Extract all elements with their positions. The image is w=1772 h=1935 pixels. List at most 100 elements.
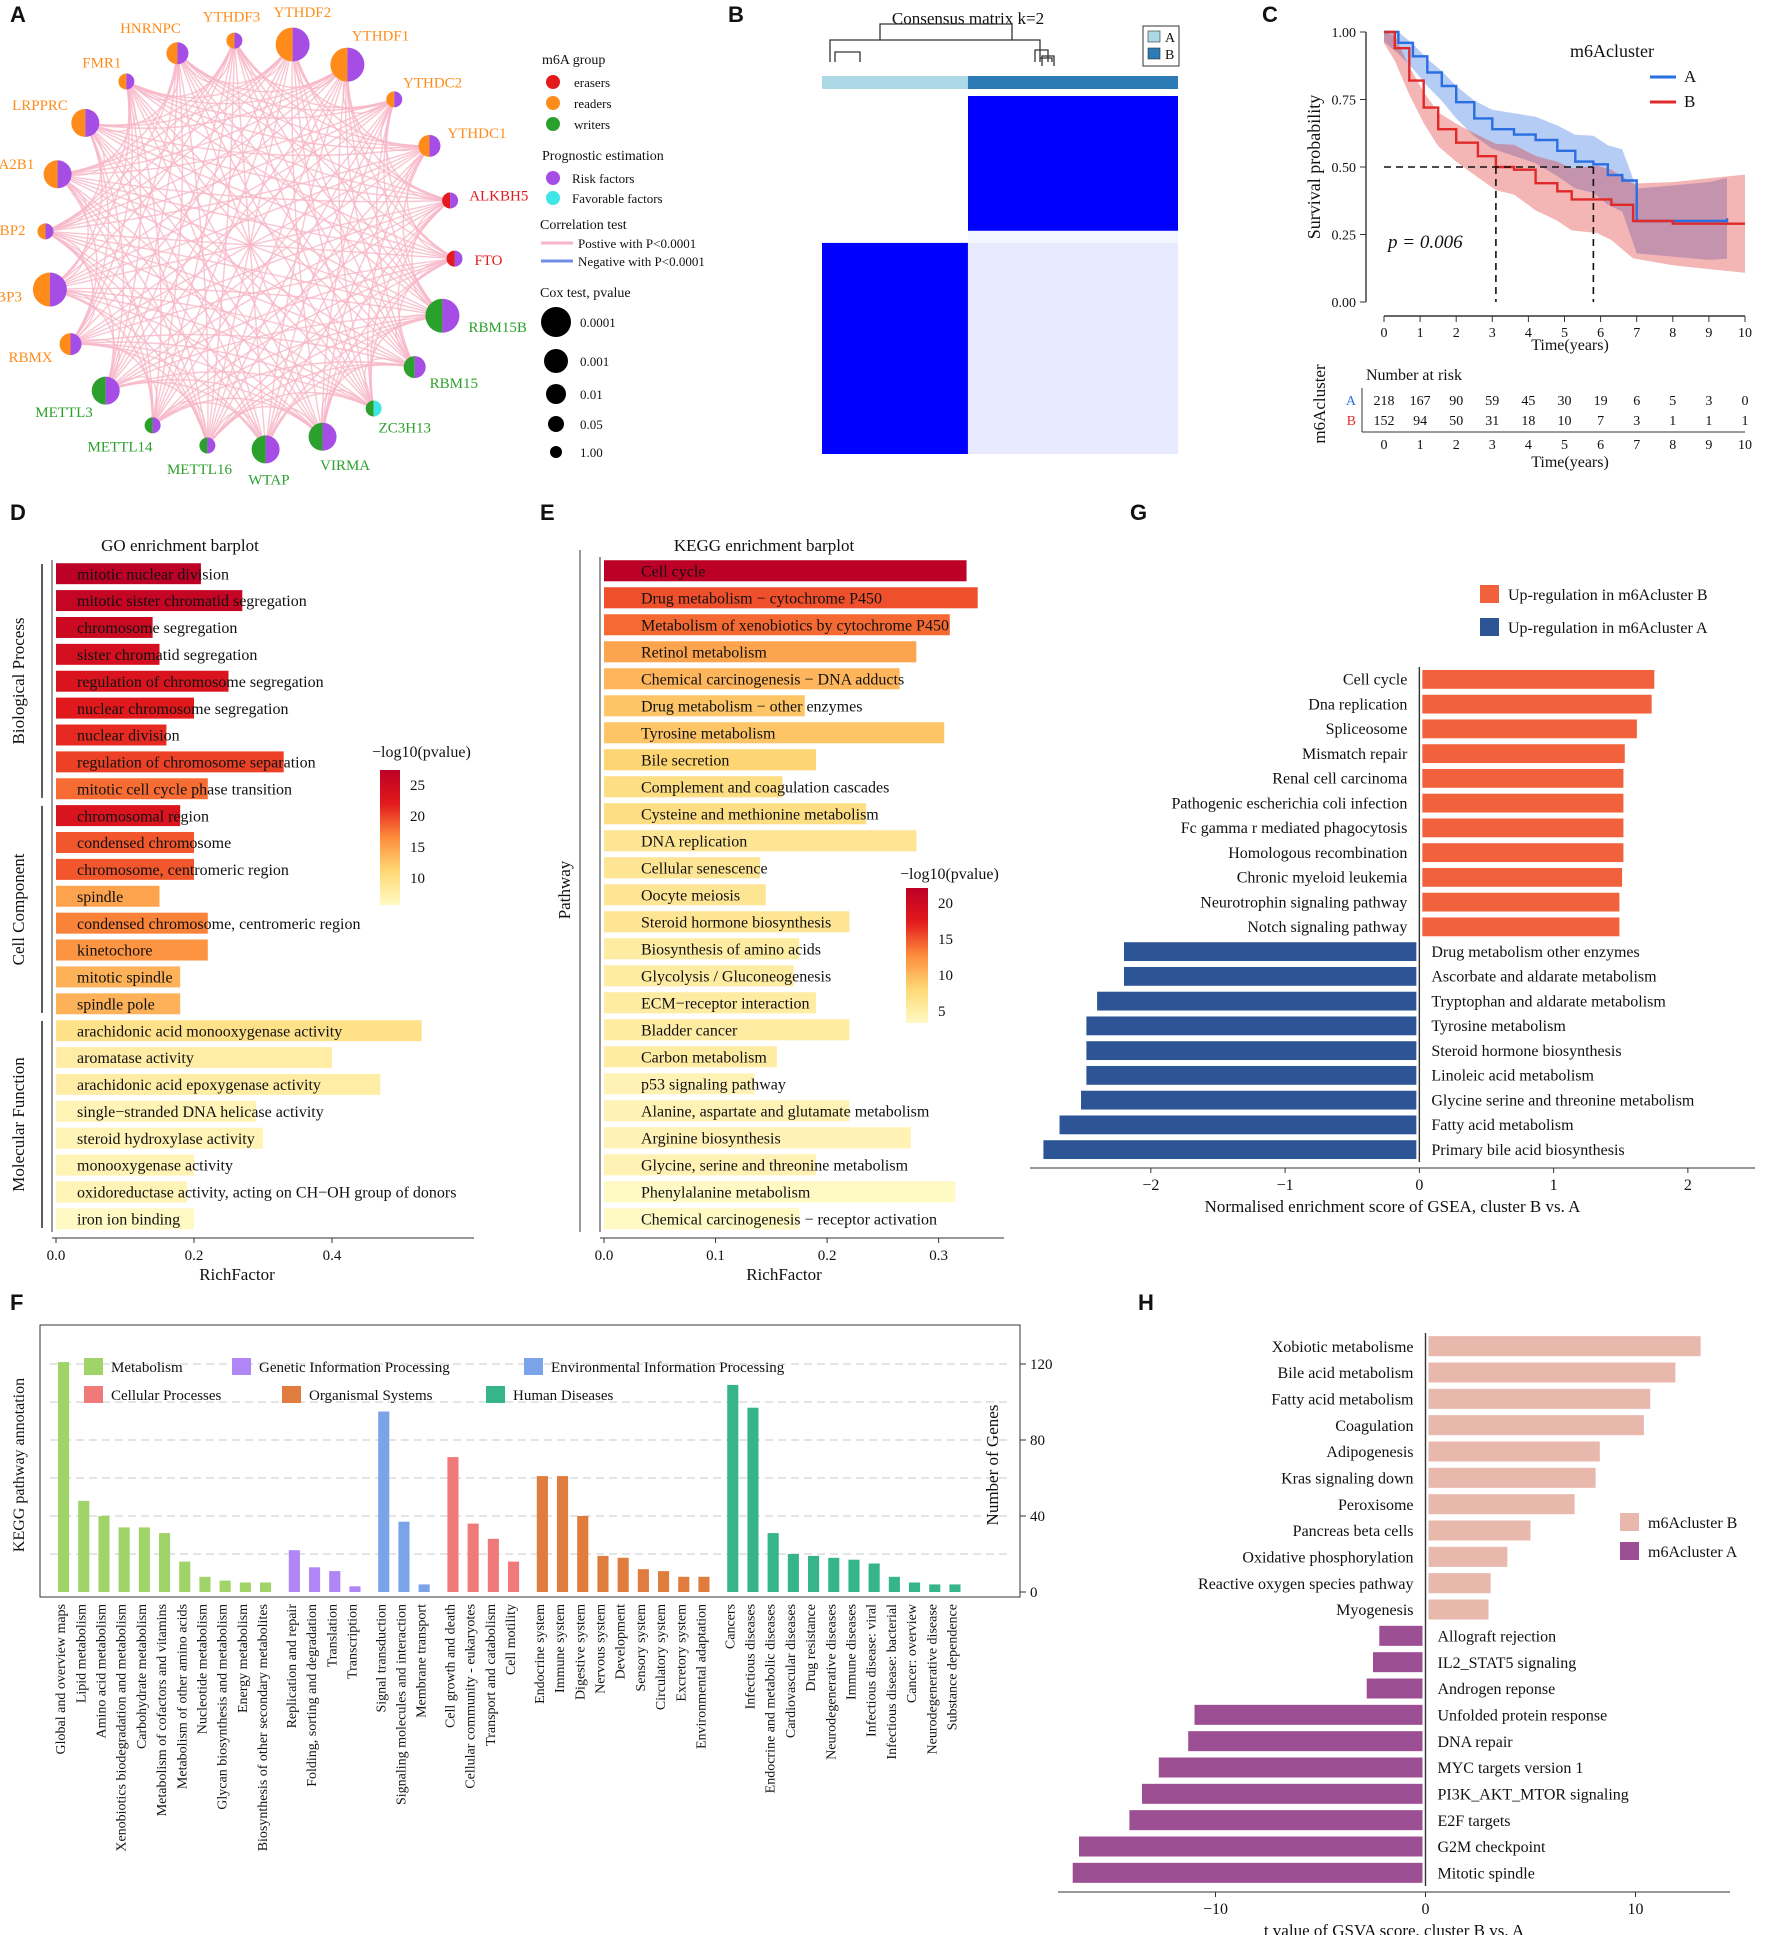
- bar: [309, 1567, 321, 1592]
- legend-dot: [546, 96, 560, 110]
- panel-letter: C: [1262, 2, 1278, 27]
- node-label: RBM15B: [469, 320, 527, 336]
- bar-label: Drug metabolism − other enzymes: [641, 698, 862, 715]
- node-label: IGF2BP3: [0, 290, 22, 306]
- bar: [1123, 942, 1417, 962]
- ci-band-b: [1384, 32, 1745, 273]
- x-category-label: Endocrine system: [533, 1604, 548, 1704]
- node-prognosis-half: [292, 27, 310, 62]
- bar: [159, 1533, 171, 1592]
- bar: [1086, 1016, 1417, 1036]
- x-category-label: Infectious diseases: [743, 1604, 758, 1709]
- bar: [56, 885, 160, 907]
- legend-title: Correlation test: [540, 218, 627, 233]
- bar-label: Cellular senescence: [641, 860, 768, 877]
- edge-positive: [206, 391, 374, 446]
- node-prognosis-half: [234, 32, 243, 49]
- bar: [1072, 1862, 1423, 1883]
- legend-swatch: [84, 1386, 103, 1403]
- x-tick-label: −10: [1203, 1901, 1228, 1918]
- node-group-half: [43, 160, 58, 189]
- legend-item: 0.01: [580, 387, 603, 402]
- edge-positive: [45, 40, 236, 232]
- bar: [1379, 1625, 1423, 1646]
- legend-swatch: [1620, 1513, 1639, 1531]
- node-group-half: [403, 356, 415, 379]
- risk-value: 1: [1669, 414, 1676, 429]
- bar: [637, 1569, 649, 1592]
- bar: [604, 1046, 777, 1068]
- legend-swatch: [84, 1358, 103, 1375]
- bar: [56, 993, 181, 1015]
- x-category-label: Nucleotide metabolism: [195, 1604, 210, 1734]
- bar: [56, 670, 229, 692]
- legend-title: m6A group: [542, 53, 605, 68]
- bar-label: Kras signaling down: [1281, 1470, 1413, 1487]
- bar-label: Pathogenic escherichia coli infection: [1171, 795, 1407, 812]
- legend-item: A: [1684, 67, 1697, 86]
- edge-positive: [233, 40, 375, 409]
- x-axis-label: RichFactor: [746, 1265, 822, 1284]
- bar-label: regulation of chromosome separation: [77, 755, 316, 772]
- edge-positive: [321, 99, 395, 437]
- y2-tick-label: 40: [1030, 1509, 1045, 1525]
- edge-positive: [105, 40, 236, 391]
- bar: [288, 1550, 300, 1592]
- panel-h-gsva: Xobiotic metabolisme Bile acid metabolism…: [1058, 1333, 1738, 1935]
- x-tick-label: 8: [1669, 438, 1676, 453]
- bar-label: spindle: [77, 889, 123, 906]
- bar: [329, 1571, 341, 1592]
- legend-item: Up-regulation in m6Acluster A: [1508, 620, 1708, 637]
- node-group-half: [308, 422, 323, 451]
- node-label: YTHDC2: [403, 75, 462, 91]
- node-label: ALKBH5: [469, 188, 528, 204]
- node-prognosis-half: [265, 435, 280, 464]
- x-category-label: Cell motility: [504, 1604, 519, 1675]
- edge-positive: [57, 122, 105, 176]
- bar: [56, 563, 201, 585]
- bar: [1422, 744, 1625, 764]
- edge-positive: [152, 361, 415, 426]
- y2-tick-label: 80: [1030, 1433, 1045, 1449]
- edge-positive: [176, 40, 236, 83]
- bar: [1422, 892, 1620, 912]
- bar: [1428, 1336, 1701, 1357]
- edge-positive: [233, 40, 443, 317]
- x-category-label: Neurodegenerative disease: [925, 1604, 940, 1754]
- bar-label: Homologous recombination: [1228, 845, 1407, 862]
- bar-label: Complement and coagulation cascades: [641, 779, 889, 796]
- edge-positive: [85, 40, 236, 126]
- panel-e-kegg-barplot: Cell cycle Drug metabolism − cytochrome P…: [555, 536, 1004, 1284]
- bar: [1422, 719, 1637, 739]
- panel-c-survival: 0.000.250.500.751.000 1 2 3 4 5 6 7 8 9 10Survival…: [1304, 26, 1752, 471]
- x-category-label: Infectious disease: viral: [865, 1604, 880, 1737]
- bar-label: chromosome, centromeric region: [77, 862, 289, 879]
- bar: [604, 938, 800, 960]
- node-igf2bp2: IGF2BP2: [0, 223, 54, 240]
- legend-dot: [546, 171, 560, 185]
- bar-label: Drug metabolism other enzymes: [1431, 944, 1639, 961]
- bar-label: sister chromatid segregation: [77, 647, 257, 664]
- legend-dot: [546, 191, 560, 205]
- bar: [78, 1500, 90, 1592]
- node-ythdf3: YTHDF3: [203, 10, 260, 49]
- bar: [604, 1208, 800, 1230]
- chart-title: GO enrichment barplot: [101, 536, 259, 555]
- bar: [58, 1362, 70, 1592]
- x-tick-label: 0.0: [47, 1248, 66, 1264]
- node-prognosis-half: [177, 42, 189, 65]
- bar: [767, 1533, 779, 1592]
- risk-value: 7: [1597, 414, 1604, 429]
- x-category-label: Cardiovascular diseases: [784, 1604, 799, 1738]
- bar-label: condensed chromosome: [77, 835, 231, 852]
- x-tick-label: 0.1: [706, 1248, 725, 1264]
- legend-item: m6Acluster A: [1648, 1544, 1738, 1561]
- bar: [604, 587, 978, 609]
- x-category-label: Environmental adaptation: [694, 1604, 709, 1749]
- x-category-label: Lipid metabolism: [74, 1604, 89, 1703]
- edge-positive: [291, 44, 416, 368]
- bar: [508, 1561, 520, 1592]
- node-mettl14: METTL14: [88, 417, 161, 456]
- bar: [604, 614, 950, 636]
- bar: [1086, 1041, 1417, 1061]
